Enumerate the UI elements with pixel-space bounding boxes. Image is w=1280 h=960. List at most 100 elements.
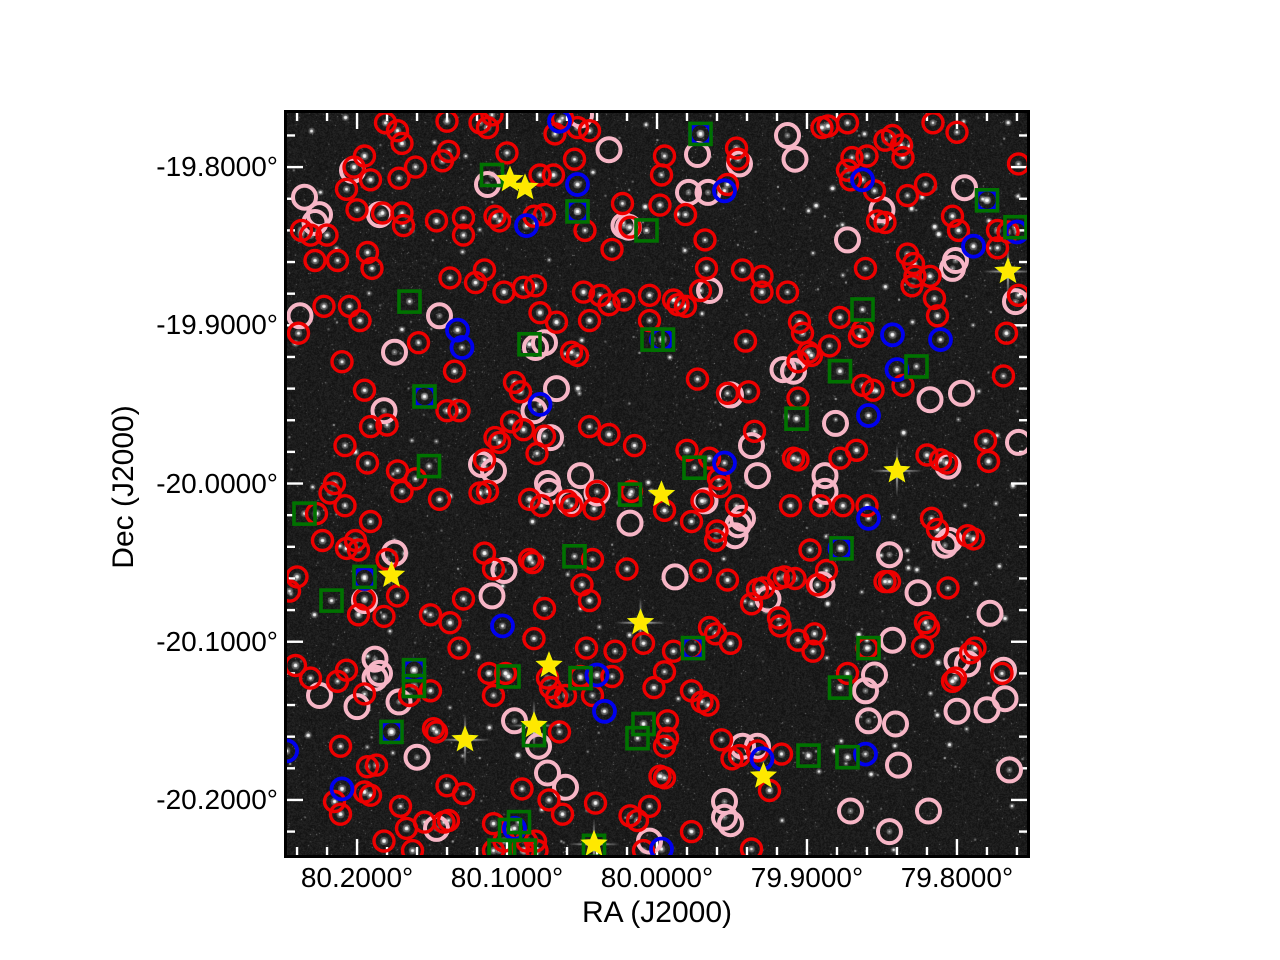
red-circle-marker bbox=[991, 364, 1016, 388]
green-square-marker bbox=[319, 588, 344, 613]
pink-circle-marker bbox=[616, 509, 644, 537]
red-circle-marker bbox=[855, 144, 879, 168]
green-square-marker bbox=[688, 121, 713, 147]
red-circle-marker bbox=[724, 136, 749, 160]
green-square-marker bbox=[416, 453, 442, 479]
pink-circle-marker bbox=[717, 810, 744, 838]
red-circle-marker bbox=[442, 359, 467, 383]
blue-circle-marker bbox=[449, 335, 475, 360]
pink-circle-marker bbox=[973, 696, 1001, 724]
pink-circle-marker bbox=[567, 462, 594, 490]
red-circle-marker bbox=[945, 120, 969, 144]
pink-circle-marker bbox=[774, 122, 801, 149]
red-circle-marker bbox=[355, 240, 380, 265]
blue-circle-marker bbox=[527, 391, 553, 417]
red-circle-marker bbox=[373, 113, 398, 135]
red-circle-marker bbox=[346, 538, 371, 562]
pink-circle-marker bbox=[781, 145, 809, 173]
red-circle-marker bbox=[483, 425, 507, 450]
red-circle-marker bbox=[541, 163, 566, 187]
red-circle-marker bbox=[532, 596, 557, 621]
red-circle-marker bbox=[334, 177, 359, 202]
x-tick-label: 79.9000° bbox=[750, 862, 864, 893]
red-circle-marker bbox=[562, 147, 587, 171]
blue-circle-marker bbox=[688, 121, 713, 147]
red-circle-marker bbox=[492, 280, 516, 304]
pink-circle-marker bbox=[811, 462, 839, 490]
red-circle-marker bbox=[390, 131, 414, 156]
red-circle-marker bbox=[597, 292, 621, 317]
red-circle-marker bbox=[528, 163, 552, 187]
red-circle-marker bbox=[996, 220, 1020, 244]
red-circle-marker bbox=[772, 565, 797, 589]
yellow-star-marker bbox=[535, 651, 563, 678]
red-circle-marker bbox=[934, 451, 959, 475]
pink-circle-marker bbox=[939, 254, 966, 282]
pink-circle-marker bbox=[552, 773, 579, 801]
red-circle-marker bbox=[475, 479, 500, 504]
red-circle-marker bbox=[600, 237, 624, 262]
red-circle-marker bbox=[451, 781, 476, 806]
red-circle-marker bbox=[612, 288, 636, 312]
red-circle-marker bbox=[610, 191, 635, 216]
red-circle-marker bbox=[768, 614, 792, 638]
red-circle-marker bbox=[447, 636, 471, 660]
red-circle-marker bbox=[325, 248, 350, 273]
red-circle-marker bbox=[913, 172, 938, 197]
red-circle-marker bbox=[438, 611, 462, 635]
red-circle-marker bbox=[577, 588, 602, 613]
red-circle-marker bbox=[910, 634, 935, 659]
red-circle-marker bbox=[603, 639, 627, 663]
red-circle-marker bbox=[427, 487, 452, 511]
red-circle-marker bbox=[750, 264, 774, 289]
red-circle-marker bbox=[985, 236, 1010, 260]
green-square-marker bbox=[379, 719, 404, 745]
green-square-marker bbox=[401, 657, 427, 683]
pink-circle-marker bbox=[490, 557, 518, 584]
x-axis-title: RA (J2000) bbox=[581, 896, 733, 929]
pink-circle-marker bbox=[744, 462, 771, 490]
blue-circle-marker bbox=[329, 776, 355, 802]
y-tick-label: -20.2000° bbox=[156, 783, 278, 815]
red-circle-marker bbox=[805, 573, 830, 597]
red-circle-marker bbox=[583, 791, 608, 815]
red-circle-marker bbox=[877, 569, 902, 594]
red-circle-marker bbox=[481, 683, 506, 708]
red-circle-marker bbox=[372, 829, 396, 853]
pink-circle-marker bbox=[343, 693, 371, 721]
red-circle-marker bbox=[673, 202, 698, 227]
green-square-marker bbox=[401, 673, 427, 699]
red-circle-marker bbox=[690, 489, 714, 513]
red-circle-marker bbox=[739, 837, 764, 855]
blue-circle-marker bbox=[853, 741, 878, 767]
pink-circle-marker bbox=[876, 541, 903, 569]
red-circle-marker bbox=[330, 349, 354, 374]
green-square-marker bbox=[904, 354, 929, 379]
red-circle-marker bbox=[303, 248, 327, 273]
red-circle-marker bbox=[891, 145, 915, 170]
red-circle-marker bbox=[451, 205, 476, 230]
red-circle-marker bbox=[778, 494, 803, 518]
green-square-marker bbox=[512, 838, 538, 855]
red-circle-marker bbox=[565, 343, 590, 368]
red-circle-marker bbox=[520, 550, 545, 575]
red-circle-marker bbox=[963, 636, 987, 660]
red-circle-marker bbox=[709, 728, 734, 752]
red-circle-marker bbox=[385, 119, 410, 143]
blue-circle-marker bbox=[547, 113, 572, 134]
pink-circle-marker bbox=[534, 759, 561, 787]
blue-circle-marker bbox=[565, 172, 590, 197]
red-circle-marker bbox=[493, 661, 518, 686]
red-circle-marker bbox=[915, 443, 939, 467]
red-circle-marker bbox=[385, 584, 410, 608]
green-square-marker bbox=[682, 455, 707, 481]
red-circle-marker bbox=[375, 413, 399, 437]
red-circle-marker bbox=[637, 283, 662, 308]
pink-circle-marker bbox=[403, 743, 431, 771]
red-circle-marker bbox=[1006, 283, 1027, 307]
red-circle-marker bbox=[406, 330, 431, 355]
red-circle-marker bbox=[943, 666, 968, 690]
red-circle-marker bbox=[333, 433, 357, 458]
red-circle-marker bbox=[615, 557, 639, 581]
red-circle-marker bbox=[625, 808, 650, 833]
